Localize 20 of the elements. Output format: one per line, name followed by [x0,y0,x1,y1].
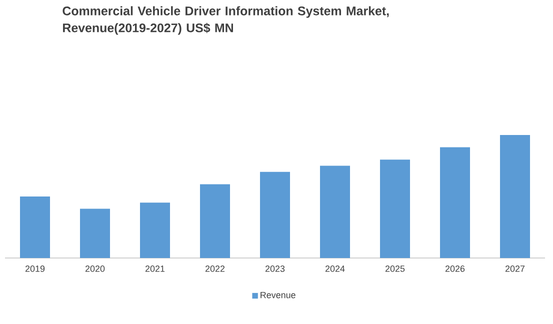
bar [80,208,110,258]
x-tick-label: 2026 [445,266,465,272]
bar [260,172,290,258]
chart-title: Commercial Vehicle Driver Information System Market, Revenue(2019-2027) US$ MN [62,6,389,35]
x-tick-label: 2027 [505,266,525,272]
bar [20,196,50,258]
bar [140,202,170,258]
x-tick-label: 2024 [325,266,345,272]
bar [380,160,410,258]
legend-label: Revenue [260,292,296,298]
bar [200,184,230,258]
x-tick-label: 2020 [85,266,105,272]
x-tick-label: 2025 [385,266,405,272]
x-tick-label: 2021 [145,266,165,272]
bar [500,135,530,258]
bar [320,166,350,258]
x-tick-label: 2022 [205,266,225,272]
x-tick-label: 2023 [265,266,285,272]
x-tick-label: 2019 [25,266,45,272]
bar [440,147,470,258]
